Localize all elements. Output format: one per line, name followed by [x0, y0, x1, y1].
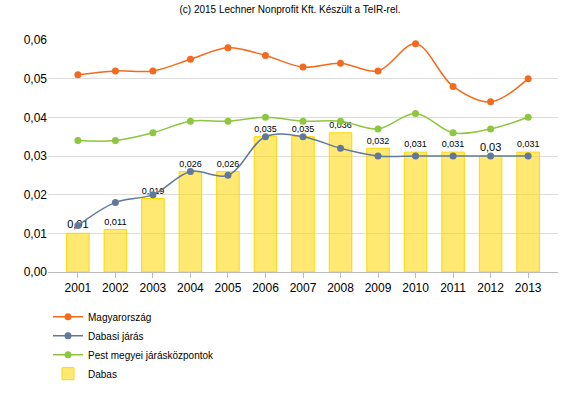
svg-text:2011: 2011: [440, 281, 466, 295]
svg-text:0,04: 0,04: [24, 111, 48, 125]
svg-text:0,03: 0,03: [480, 141, 501, 153]
svg-text:2007: 2007: [290, 281, 317, 295]
svg-text:2010: 2010: [402, 281, 429, 295]
svg-text:Magyarország: Magyarország: [88, 312, 151, 323]
svg-text:2005: 2005: [215, 281, 242, 295]
svg-text:0,05: 0,05: [24, 72, 48, 86]
svg-text:0,00: 0,00: [24, 265, 48, 279]
svg-text:0,011: 0,011: [104, 217, 126, 227]
svg-text:0,035: 0,035: [254, 124, 276, 134]
svg-text:2006: 2006: [252, 281, 279, 295]
svg-text:2002: 2002: [102, 281, 129, 295]
svg-text:2008: 2008: [327, 281, 354, 295]
svg-text:0,035: 0,035: [292, 124, 314, 134]
svg-text:2013: 2013: [515, 281, 542, 295]
svg-text:0,01: 0,01: [24, 227, 48, 241]
svg-text:Dabas: Dabas: [88, 369, 117, 380]
svg-text:0,02: 0,02: [24, 188, 48, 202]
svg-text:2004: 2004: [177, 281, 204, 295]
svg-text:0,026: 0,026: [217, 159, 239, 169]
svg-text:0,031: 0,031: [442, 139, 464, 149]
svg-text:0,03: 0,03: [24, 149, 48, 163]
svg-text:2009: 2009: [365, 281, 392, 295]
svg-text:0,01: 0,01: [67, 218, 88, 230]
svg-text:0,032: 0,032: [367, 136, 389, 146]
svg-text:Dabasi járás: Dabasi járás: [88, 331, 144, 342]
svg-text:(c) 2015 Lechner Nonprofit Kft: (c) 2015 Lechner Nonprofit Kft. Készült …: [179, 4, 400, 15]
svg-text:2001: 2001: [65, 281, 92, 295]
svg-text:2003: 2003: [140, 281, 167, 295]
svg-text:0,036: 0,036: [329, 120, 351, 130]
svg-text:2012: 2012: [477, 281, 504, 295]
svg-text:0,019: 0,019: [142, 186, 164, 196]
svg-text:0,026: 0,026: [179, 159, 201, 169]
svg-text:0,06: 0,06: [24, 33, 48, 47]
svg-text:0,031: 0,031: [517, 139, 539, 149]
svg-text:0,031: 0,031: [404, 139, 426, 149]
svg-text:Pest megyei járásközpontok: Pest megyei járásközpontok: [88, 350, 214, 361]
